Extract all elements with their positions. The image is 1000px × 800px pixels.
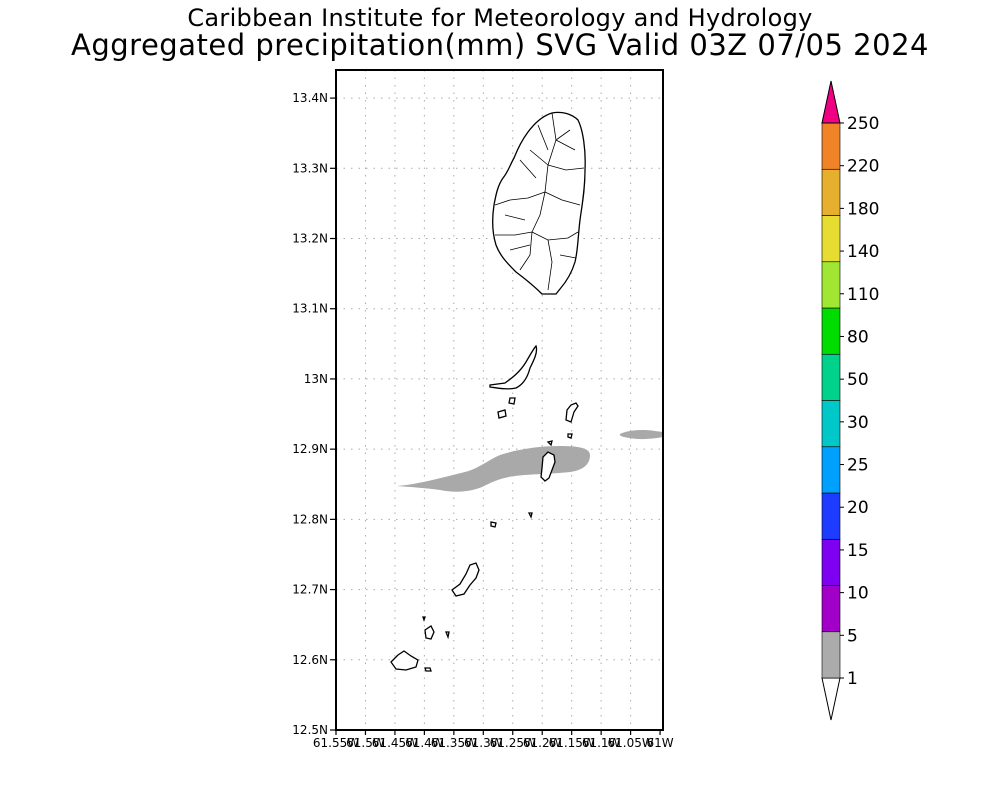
colorbar-label: 180 <box>847 199 879 219</box>
island-small-4 <box>567 433 573 439</box>
colorbar-label: 1 <box>847 669 858 689</box>
precip-rainband-main <box>397 446 590 492</box>
title-product: Aggregated precipitation(mm) SVG Valid 0… <box>71 28 929 62</box>
lat-tick-label: 12.8N <box>292 512 328 526</box>
island-carriacou <box>390 650 419 671</box>
lat-tick-label: 13.3N <box>292 161 328 175</box>
island-small-6 <box>490 521 497 528</box>
colorbar-label: 50 <box>847 370 869 390</box>
colorbar-swatch <box>821 307 841 355</box>
lon-tick-label: 61.45W <box>372 736 418 750</box>
colorbar-label: 15 <box>847 541 869 561</box>
island-small-3 <box>546 440 553 447</box>
precip-rainband-east <box>619 430 663 440</box>
lat-tick-label: 12.7N <box>292 583 328 597</box>
island-small-9 <box>424 667 432 672</box>
colorbar-swatch <box>821 492 841 540</box>
colorbar-label: 220 <box>847 157 879 177</box>
colorbar-swatch <box>821 538 841 586</box>
lon-tick-label: 61.25W <box>490 736 536 750</box>
colorbar-label: 110 <box>847 285 879 305</box>
lon-tick-label: 61.2W <box>523 736 562 750</box>
island-bequia <box>489 344 538 390</box>
lat-tick-label: 13.2N <box>292 232 328 246</box>
lat-tick-label: 12.5N <box>292 723 328 737</box>
colorbar-label: 20 <box>847 498 869 518</box>
lat-tick-label: 12.9N <box>292 442 328 456</box>
colorbar-swatch <box>821 215 841 263</box>
longitude-axis: 61.55W61.5W61.45W61.4W61.35W61.3W61.25W6… <box>313 730 674 750</box>
colorbar-lower-extension <box>821 677 841 721</box>
lon-tick-label: 61W <box>646 736 673 750</box>
lat-tick-label: 13.1N <box>292 302 328 316</box>
colorbar-label: 10 <box>847 584 869 604</box>
colorbar-upper-extension <box>821 80 841 124</box>
lon-tick-label: 61.05W <box>607 736 653 750</box>
island-union <box>451 562 480 597</box>
map-frame <box>335 69 664 731</box>
colorbar-swatch <box>821 446 841 494</box>
colorbar-swatch <box>821 353 841 401</box>
lon-tick-label: 61.35W <box>431 736 477 750</box>
colorbar-label: 25 <box>847 456 869 476</box>
st-vincent-watersheds <box>494 112 585 291</box>
lon-tick-label: 61.15W <box>549 736 595 750</box>
colorbar-label: 140 <box>847 242 879 262</box>
colorbar-swatch <box>821 168 841 216</box>
island-small-8 <box>422 616 426 623</box>
coastlines <box>390 111 586 672</box>
island-small-2 <box>508 397 516 405</box>
lon-tick-label: 61.4W <box>405 736 444 750</box>
island-st-vincent <box>492 111 586 295</box>
colorbar-label: 5 <box>847 626 858 646</box>
island-carriacou-north <box>424 625 435 640</box>
latitude-axis: 12.5N 12.6N 12.7N 12.8N 12.9N 13N 13.1N 13.2N 13… <box>292 91 336 737</box>
island-mustique-area <box>565 402 579 423</box>
colorbar-swatch <box>821 122 841 170</box>
lon-tick-label: 61.3W <box>464 736 503 750</box>
lon-tick-label: 61.55W <box>313 736 359 750</box>
colorbar-swatch <box>821 585 841 633</box>
lon-tick-label: 61.1W <box>582 736 621 750</box>
island-small-1 <box>497 409 507 419</box>
lat-tick-label: 12.6N <box>292 653 328 667</box>
island-canouan <box>540 451 556 482</box>
lat-tick-label: 13N <box>304 372 328 386</box>
colorbar-label: 30 <box>847 413 869 433</box>
map-gridlines <box>336 70 663 730</box>
colorbar-label: 80 <box>847 327 869 347</box>
colorbar-label: 250 <box>847 114 879 134</box>
colorbar-swatch <box>821 631 841 679</box>
title-institute: Caribbean Institute for Meteorology and … <box>187 4 813 32</box>
island-small-7 <box>445 631 450 640</box>
lat-tick-label: 13.4N <box>292 91 328 105</box>
colorbar-swatch <box>821 400 841 448</box>
lon-tick-label: 61.5W <box>346 736 385 750</box>
precip-area <box>397 430 663 492</box>
colorbar-swatch <box>821 261 841 309</box>
island-small-5 <box>527 512 533 519</box>
